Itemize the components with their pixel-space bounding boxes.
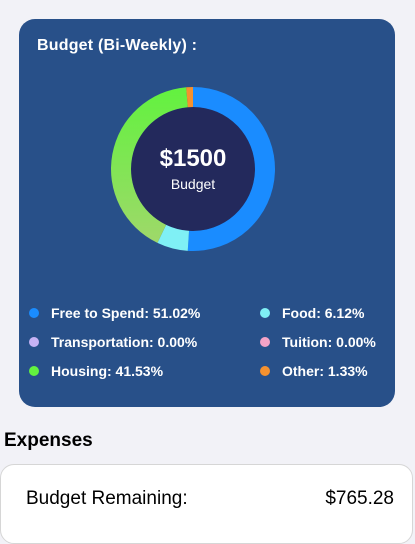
expenses-heading: Expenses bbox=[4, 430, 93, 451]
expenses-card[interactable]: Budget Remaining: $765.28 bbox=[0, 464, 413, 544]
donut-center-disc bbox=[131, 107, 255, 231]
legend-item-free-to-spend: Free to Spend: 51.02% bbox=[29, 303, 200, 323]
legend-dot-free-to-spend bbox=[29, 308, 39, 318]
legend-item-transportation: Transportation: 0.00% bbox=[29, 332, 197, 352]
donut-segment-other bbox=[186, 87, 193, 108]
donut-svg bbox=[111, 87, 275, 251]
legend-label-food: Food: 6.12% bbox=[282, 305, 365, 321]
donut-segment-housing bbox=[111, 87, 188, 243]
legend-dot-other bbox=[260, 366, 270, 376]
legend-item-food: Food: 6.12% bbox=[260, 303, 364, 323]
budget-title: Budget (Bi-Weekly) : bbox=[37, 37, 198, 54]
legend-dot-tuition bbox=[260, 337, 270, 347]
legend-dot-housing bbox=[29, 366, 39, 376]
legend-label-transportation: Transportation: 0.00% bbox=[51, 334, 198, 350]
budget-remaining-value: $765.28 bbox=[325, 488, 394, 509]
legend-label-free-to-spend: Free to Spend: 51.02% bbox=[51, 305, 201, 321]
legend-dot-food bbox=[260, 308, 270, 318]
budget-remaining-label: Budget Remaining: bbox=[26, 488, 188, 509]
donut-segment-food bbox=[157, 224, 190, 251]
donut-segment-free-to-spend bbox=[187, 87, 275, 251]
legend-label-housing: Housing: 41.53% bbox=[51, 363, 164, 379]
legend-dot-transportation bbox=[29, 337, 39, 347]
legend-item-tuition: Tuition: 0.00% bbox=[260, 332, 376, 352]
budget-donut-chart: $1500 Budget bbox=[111, 87, 275, 251]
legend-label-tuition: Tuition: 0.00% bbox=[282, 334, 376, 350]
legend-item-housing: Housing: 41.53% bbox=[29, 361, 163, 381]
budget-card: Budget (Bi-Weekly) : $1500 Budget Free t… bbox=[19, 19, 395, 407]
legend-item-other: Other: 1.33% bbox=[260, 361, 368, 381]
legend-label-other: Other: 1.33% bbox=[282, 363, 368, 379]
